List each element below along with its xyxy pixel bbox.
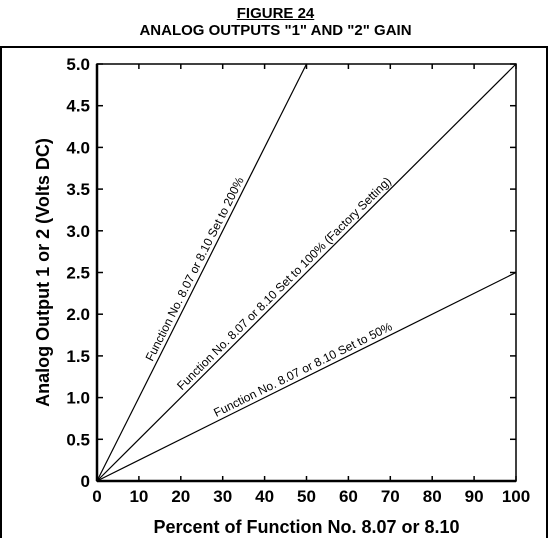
series-layer [96, 63, 517, 482]
figure-title: ANALOG OUTPUTS "1" AND "2" GAIN [139, 22, 412, 39]
line-label-100: Function No. 8.07 or 8.10 Set to 100% (F… [174, 174, 394, 393]
y-tick-label: 3.0 [66, 222, 90, 241]
x-tick-label: 70 [381, 487, 400, 506]
x-tick-label: 60 [339, 487, 358, 506]
series-line-100 [96, 63, 517, 482]
figure-frame [0, 46, 548, 538]
y-tick-label: 2.0 [66, 305, 90, 324]
figure-number: FIGURE 24 [236, 5, 315, 22]
y-tick-label: 1.0 [66, 389, 90, 408]
x-tick-label: 30 [213, 487, 232, 506]
y-tick-label: 0 [81, 472, 90, 491]
line-labels: Function No. 8.07 or 8.10 Set to 200%Fun… [143, 174, 395, 420]
y-tick-label: 4.0 [66, 138, 90, 157]
y-tick-label: 5.0 [66, 55, 90, 74]
y-tick-label: 0.5 [66, 430, 90, 449]
y-axis-title: Analog Output 1 or 2 (Volts DC) [33, 138, 53, 407]
y-tick-label: 1.5 [66, 347, 90, 366]
x-tick-label: 0 [92, 487, 101, 506]
x-tick-label: 90 [465, 487, 484, 506]
series-line-200 [96, 63, 308, 482]
y-tick-label: 2.5 [66, 264, 90, 283]
series-line-50 [96, 271, 517, 482]
x-tick-label: 100 [502, 487, 530, 506]
y-tick-label: 3.5 [66, 180, 90, 199]
x-axis-title: Percent of Function No. 8.07 or 8.10 [153, 517, 459, 537]
x-tick-label: 80 [423, 487, 442, 506]
y-tick-label: 4.5 [66, 97, 90, 116]
x-tick-label: 50 [297, 487, 316, 506]
x-tick-label: 20 [171, 487, 190, 506]
x-tick-label: 10 [129, 487, 148, 506]
x-tick-label: 40 [255, 487, 274, 506]
